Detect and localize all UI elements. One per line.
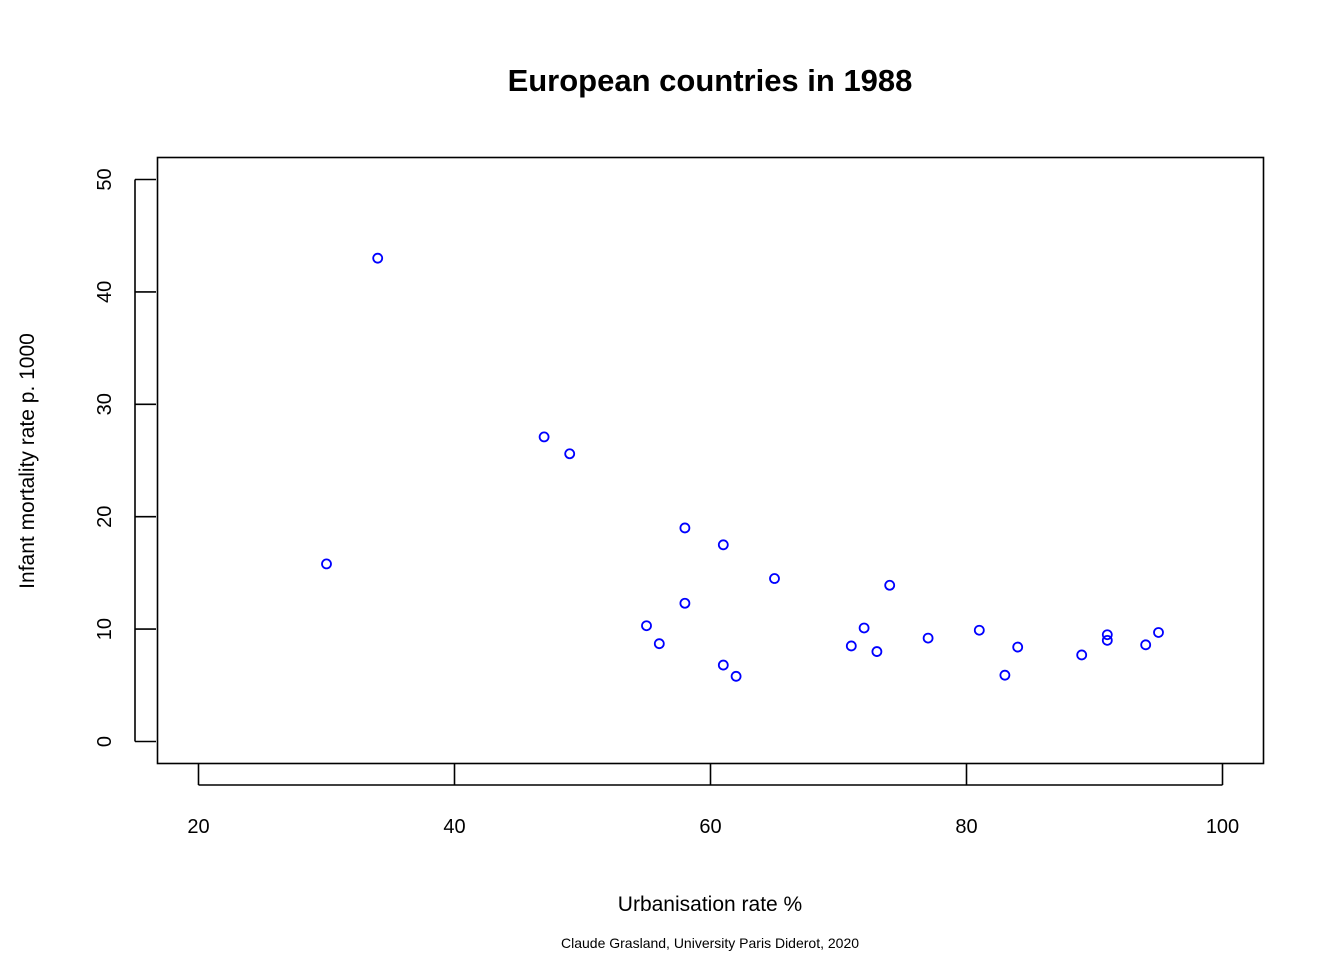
y-tick-label: 10	[94, 618, 116, 640]
data-point	[769, 573, 780, 584]
y-tick-label: 20	[94, 506, 116, 528]
data-point	[1140, 639, 1152, 651]
data-point	[1101, 634, 1113, 646]
data-point	[641, 620, 652, 632]
x-axis-label: Urbanisation rate %	[618, 893, 802, 916]
x-tick-label: 40	[443, 816, 465, 838]
data-point	[1076, 649, 1088, 661]
y-tick-label: 0	[94, 736, 116, 747]
data-point	[653, 638, 665, 650]
data-point	[372, 252, 384, 264]
data-point	[730, 670, 742, 682]
chart-title: European countries in 1988	[508, 63, 913, 98]
data-point	[538, 431, 550, 443]
x-tick-label: 80	[955, 816, 977, 838]
y-axis-label: Infant mortality rate p. 1000	[16, 333, 39, 589]
y-axis: 0 10 20 30 40 50	[94, 168, 156, 747]
data-point	[871, 646, 883, 657]
data-point	[679, 597, 691, 609]
x-tick-label: 100	[1206, 816, 1239, 838]
y-tick-label: 40	[94, 281, 116, 303]
data-point	[321, 558, 332, 570]
data-point	[922, 632, 934, 644]
data-point	[1012, 641, 1024, 653]
y-tick-label: 50	[94, 168, 116, 190]
y-tick-label: 30	[94, 393, 116, 415]
chart-caption: Claude Grasland, University Paris Didero…	[561, 935, 859, 951]
x-tick-label: 60	[699, 816, 721, 838]
data-point	[717, 539, 729, 551]
data-point	[999, 669, 1011, 681]
data-point	[1153, 627, 1164, 638]
data-point	[717, 659, 729, 671]
data-point	[845, 640, 857, 652]
data-point	[858, 622, 870, 634]
data-point	[884, 579, 896, 591]
plot-frame	[156, 156, 1265, 765]
x-tick-label: 20	[187, 816, 209, 838]
data-point	[564, 448, 576, 460]
data-point	[973, 624, 985, 636]
data-point	[679, 522, 691, 534]
x-axis: 20 40 60 80 100	[187, 764, 1239, 838]
data-point	[1101, 629, 1113, 641]
data-points	[321, 252, 1164, 682]
